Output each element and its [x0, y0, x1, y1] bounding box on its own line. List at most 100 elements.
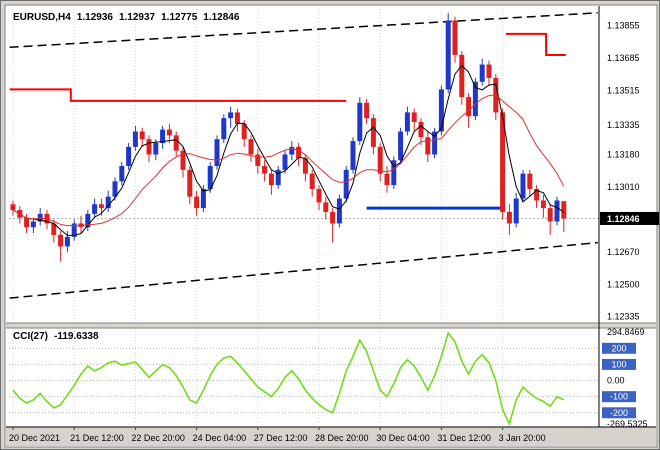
cci-axis-group: 294.8469 -269.5325 200 100 0.00 -100 -200	[602, 327, 648, 429]
time-axis-label: 30 Dec 04:00	[376, 433, 430, 443]
symbol-timeframe-label: EURUSD,H4	[13, 12, 71, 23]
candle-bearish	[425, 137, 431, 155]
time-axis-label: 20 Dec 2021	[9, 433, 60, 443]
price-axis-label: 1.13855	[607, 20, 640, 30]
candle-bullish	[126, 146, 132, 166]
candle-bearish	[146, 139, 152, 155]
price-axis-label: 1.12335	[607, 311, 640, 321]
candle-bearish	[187, 169, 193, 197]
candle-bullish	[105, 196, 111, 209]
resistance-flat-line	[506, 32, 566, 56]
ma-fast-line	[12, 64, 565, 236]
overlays-group	[9, 12, 598, 299]
candle-bullish	[479, 64, 485, 82]
candle-bullish	[343, 169, 349, 199]
time-axis-label: 27 Dec 12:00	[254, 433, 308, 443]
time-axis-label: 3 Jan 20:00	[499, 433, 546, 443]
candle-bullish	[207, 166, 213, 189]
candle-bullish	[228, 112, 234, 119]
cci-max-label: 294.8469	[607, 327, 645, 337]
candle-bearish	[98, 204, 104, 209]
candle-bearish	[296, 146, 302, 159]
candle-bearish	[534, 188, 540, 201]
cci-level-badge-label: 100	[611, 359, 626, 369]
frame-group	[6, 6, 656, 428]
candle-bearish	[255, 154, 261, 166]
candle-bullish	[472, 81, 478, 117]
candle-bullish	[445, 20, 451, 90]
candle-bullish	[554, 200, 560, 222]
cci-level-badge-label: 200	[611, 343, 626, 353]
current-price-tag-label: 1.12846	[607, 214, 640, 224]
time-axis-strip	[6, 427, 656, 446]
chart-background-group	[4, 4, 658, 448]
time-axis-label: 28 Dec 20:00	[315, 433, 369, 443]
candle-bearish	[364, 102, 370, 119]
price-axis-group: 1.13855 1.13685 1.13515 1.13335 1.13180 1.130…	[600, 20, 659, 321]
candle-bullish	[282, 154, 288, 170]
candle-bearish	[486, 64, 492, 78]
candle-bearish	[173, 135, 179, 151]
candle-bearish	[506, 211, 512, 224]
candle-bearish	[180, 150, 186, 170]
candle-bullish	[160, 129, 166, 144]
candle-bearish	[316, 188, 322, 203]
candle-bearish	[24, 217, 30, 228]
candle-bearish	[370, 118, 376, 147]
candle-bullish	[520, 173, 526, 199]
candle-bullish	[438, 89, 444, 132]
candle-bearish	[561, 201, 567, 219]
candle-bearish	[452, 20, 458, 55]
time-axis-label: 24 Dec 04:00	[193, 433, 247, 443]
candle-bearish	[139, 131, 145, 140]
ma-slow-line	[12, 94, 565, 227]
candle-bearish	[527, 173, 533, 189]
ohlc-open: 1.12936	[76, 12, 113, 23]
price-axis-label: 1.12670	[607, 247, 640, 257]
cci-level-badge	[602, 342, 636, 354]
candle-bullish	[214, 139, 220, 166]
candle-bullish	[391, 160, 397, 186]
cci-min-label: -269.5325	[607, 419, 648, 429]
candle-bearish	[466, 97, 472, 117]
symbol-ohlc-label: EURUSD,H4 1.12936 1.12937 1.12775 1.1284…	[13, 12, 239, 23]
resistance-flat-line	[9, 88, 347, 102]
candle-bullish	[432, 131, 438, 155]
candle-bullish	[153, 143, 159, 155]
candle-bearish	[411, 112, 417, 122]
candle-bullish	[275, 169, 281, 186]
candle-bearish	[418, 121, 424, 138]
price-axis-label: 1.13685	[607, 53, 640, 63]
candle-bearish	[262, 166, 268, 174]
candle-bullish	[513, 198, 519, 224]
candle-bearish	[323, 202, 329, 212]
cci-level-badge	[602, 358, 636, 370]
candle-bullish	[30, 221, 36, 228]
cci-indicator-label: CCI(27) -119.6338	[13, 331, 99, 342]
candle-bullish	[336, 198, 342, 224]
price-axis-label: 1.13010	[607, 182, 640, 192]
candle-bullish	[221, 118, 227, 140]
candle-bullish	[350, 141, 356, 170]
candle-bullish	[398, 131, 404, 161]
price-axis-label: 1.13335	[607, 120, 640, 130]
candle-bullish	[132, 131, 138, 147]
price-axis-label: 1.13515	[607, 85, 640, 95]
cci-level-badge	[602, 391, 636, 403]
ohlc-low: 1.12775	[161, 12, 198, 23]
candle-bearish	[500, 112, 506, 212]
panel-resize-divider[interactable]	[6, 323, 656, 328]
candle-bearish	[58, 234, 64, 247]
moving-averages-group	[12, 64, 565, 236]
ohlc-high: 1.12937	[118, 12, 156, 23]
time-axis-label: 31 Dec 12:00	[437, 433, 491, 443]
candle-bullish	[357, 102, 363, 142]
candle-bullish	[92, 204, 98, 214]
ohlc-close: 1.12846	[203, 12, 240, 23]
current-price-tag	[600, 211, 659, 225]
candle-bearish	[10, 204, 16, 211]
candle-bearish	[384, 173, 390, 186]
candle-bearish	[51, 223, 57, 235]
